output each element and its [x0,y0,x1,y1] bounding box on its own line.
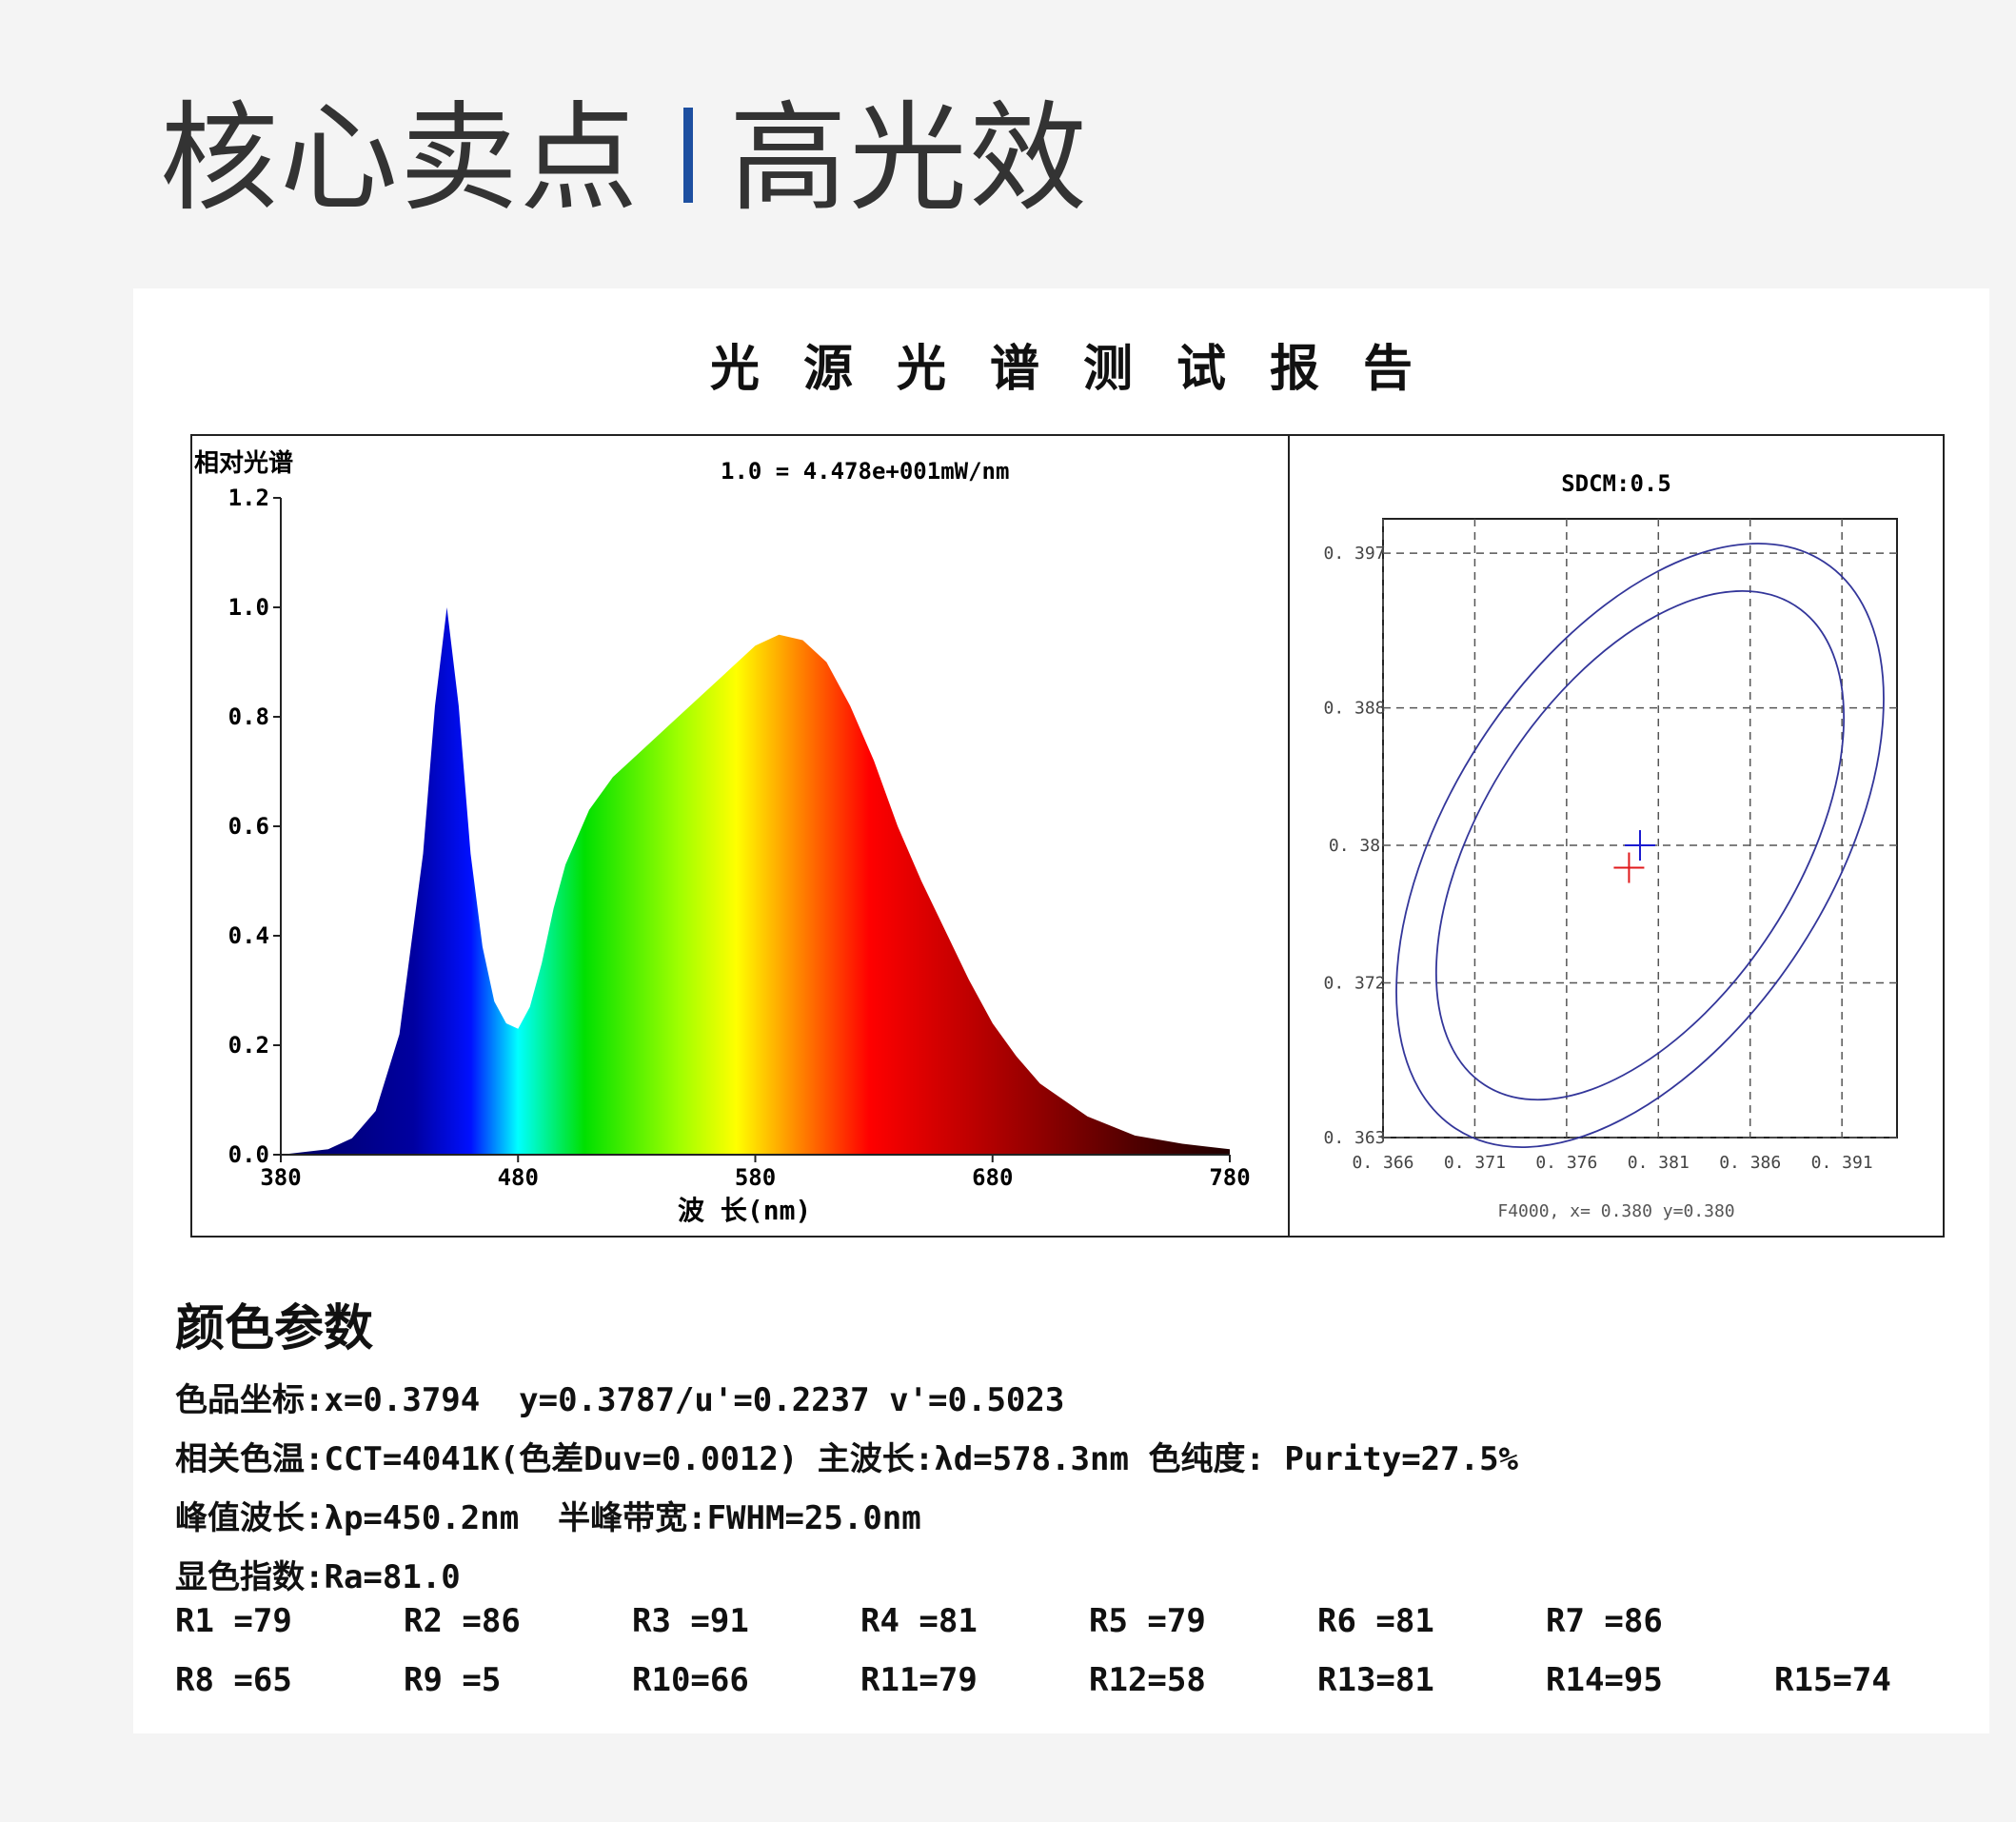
spectrum-x-tick-label: 780 [1209,1164,1250,1191]
cie-y-tick-label: 0. 397 [1323,544,1385,564]
r-value: R1 =79 [175,1602,292,1640]
report-title: 光源光谱测试报告 [709,340,1456,398]
cie-x-tick-label: 0. 391 [1811,1153,1873,1173]
cie-x-tick-label: 0. 381 [1628,1153,1690,1173]
r-value: R6 =81 [1317,1602,1434,1640]
cie-title: SDCM:0.5 [1561,470,1671,497]
cie-x-tick-label: 0. 386 [1719,1153,1781,1173]
params-heading: 颜色参数 [175,1299,374,1357]
spectrum-xlabel: 波 长(nm) [678,1195,811,1226]
r-value: R2 =86 [404,1602,521,1640]
r-value: R5 =79 [1089,1602,1206,1640]
r-value: R7 =86 [1546,1602,1663,1640]
spectrum-y-tick-label: 0.2 [228,1032,269,1059]
r-value: R4 =81 [860,1602,978,1640]
cie-y-tick-label: 0. 38 [1329,836,1380,856]
spectrum-y-tick-label: 0.8 [228,703,269,730]
title-right: 高光效 [729,90,1090,228]
title-left: 核心卖点 [160,90,641,228]
spectrum-y-tick-label: 0.0 [228,1141,269,1168]
param-chromaticity: 色品坐标:x=0.3794 y=0.3787/u'=0.2237 v'=0.50… [175,1381,1065,1419]
cie-y-tick-label: 0. 388 [1323,699,1385,719]
cie-x-tick-label: 0. 366 [1352,1153,1413,1173]
spectrum-chart: 0.0 0.2 0.4 0.6 0.8 1.0 1.2 380 480 580 680 780 相对光… [190,434,1290,1238]
cie-caption: F4000, x= 0.380 y=0.380 [1497,1201,1734,1221]
spectrum-x-tick-label: 580 [735,1164,776,1191]
spectrum-y-tick-label: 0.6 [228,813,269,840]
cie-svg: 0. 366 0. 371 0. 376 0. 381 0. 386 0. 391 0. 3… [1323,470,1898,1221]
spectrum-x-tick-label: 380 [260,1164,301,1191]
cie-x-tick-label: 0. 376 [1535,1153,1597,1173]
spectrum-ylabel: 相对光谱 [194,448,293,478]
cie-x-tick-label: 0. 371 [1444,1153,1506,1173]
r-value: R3 =91 [632,1602,749,1640]
spectrum-x-tick-label: 680 [972,1164,1013,1191]
cie-y-tick-label: 0. 372 [1323,974,1385,994]
r-value: R14=95 [1546,1661,1663,1699]
r-value: R9 =5 [404,1661,502,1699]
r-value: R8 =65 [175,1661,292,1699]
param-peak: 峰值波长:λp=450.2nm 半峰带宽:FWHM=25.0nm [175,1499,921,1537]
r-value: R15=74 [1774,1661,1891,1699]
r-value: R12=58 [1089,1661,1206,1699]
spectrum-svg: 0.0 0.2 0.4 0.6 0.8 1.0 1.2 380 480 580 680 780 相对光… [194,448,1251,1226]
param-ra: 显色指数:Ra=81.0 [175,1558,461,1596]
report-panel: 光源光谱测试报告 0.0 0.2 0.4 0.6 [133,288,1989,1733]
spectrum-y-tick-label: 1.0 [228,594,269,621]
spectrum-y-tick-label: 1.2 [228,485,269,511]
r-value: R10=66 [632,1661,749,1699]
r-value: R11=79 [860,1661,978,1699]
cie-y-tick-label: 0. 363 [1323,1128,1385,1148]
spectrum-y-tick-label: 0.4 [228,922,269,949]
sdcm-outer-ellipse [1395,543,1885,1148]
spectrum-x-tick-label: 480 [498,1164,539,1191]
spectrum-annotation: 1.0 = 4.478e+001mW/nm [721,458,1009,485]
title-divider [683,108,694,203]
spectrum-area [281,607,1230,1155]
param-cct: 相关色温:CCT=4041K(色差Duv=0.0012) 主波长:λd=578.… [175,1440,1519,1478]
color-params: 颜色参数 色品坐标:x=0.3794 y=0.3787/u'=0.2237 v'… [175,1288,1518,1607]
cie-plot-frame [1382,518,1898,1139]
page-title: 核心卖点 高光效 [160,100,1089,218]
sdcm-inner-ellipse [1434,589,1846,1101]
r-value: R13=81 [1317,1661,1434,1699]
cie-chart: 0. 366 0. 371 0. 376 0. 381 0. 386 0. 391 0. 3… [1288,434,1945,1238]
